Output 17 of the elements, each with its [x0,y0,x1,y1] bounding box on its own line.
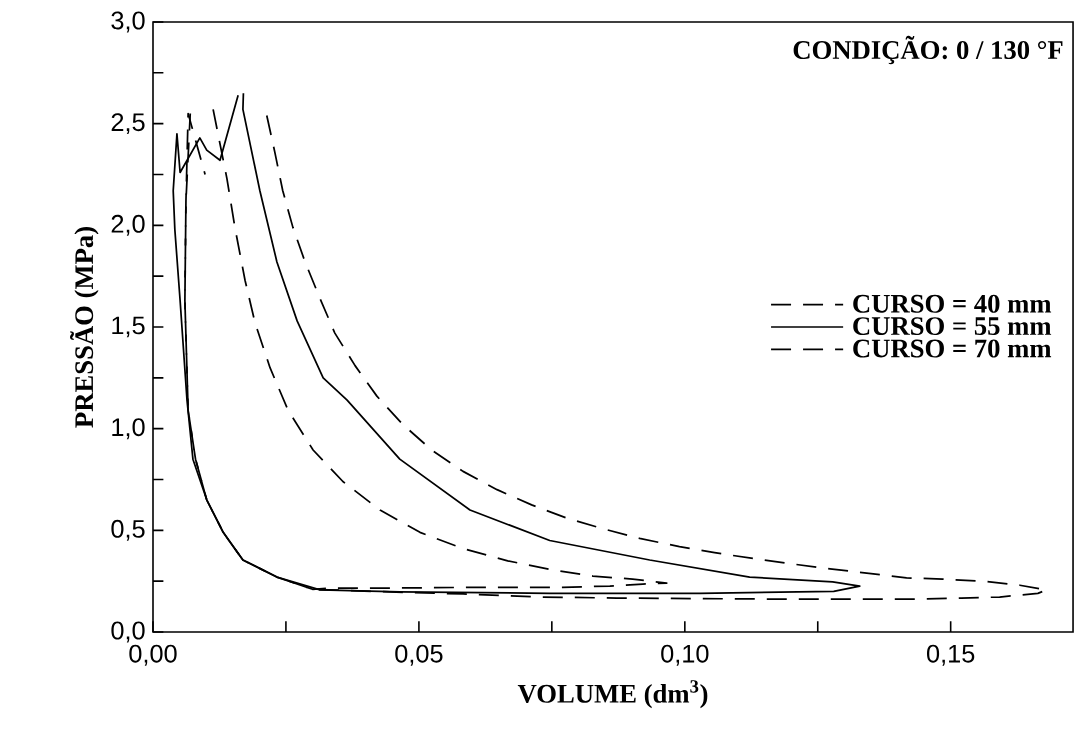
x-tick-label: 0,05 [395,644,443,666]
legend-label: CURSO = 70 mm [853,339,1052,358]
y-tick-label: 2,5 [111,113,145,135]
y-tick-label: 0,0 [111,621,145,643]
y-tick-label: 0,5 [111,519,145,541]
x-tick-label: 0,00 [129,644,177,666]
y-tick-label: 2,0 [111,214,145,236]
x-tick-label: 0,10 [661,644,709,666]
legend-label: CURSO = 55 mm [853,317,1052,336]
annotation: CONDIÇÃO: 0 / 130 °F [793,35,1063,65]
y-axis-title: PRESSÃO (MPa) [70,227,99,428]
x-axis-title: VOLUME (dm$^{3}$) [517,680,708,709]
y-tick-label: 1,5 [112,316,145,338]
x-tick-label: 0,15 [927,644,975,666]
y-tick-label: 1,0 [112,418,145,440]
legend-label: CURSO = 40 mm [853,294,1052,313]
y-tick-label: 3,0 [111,11,145,33]
